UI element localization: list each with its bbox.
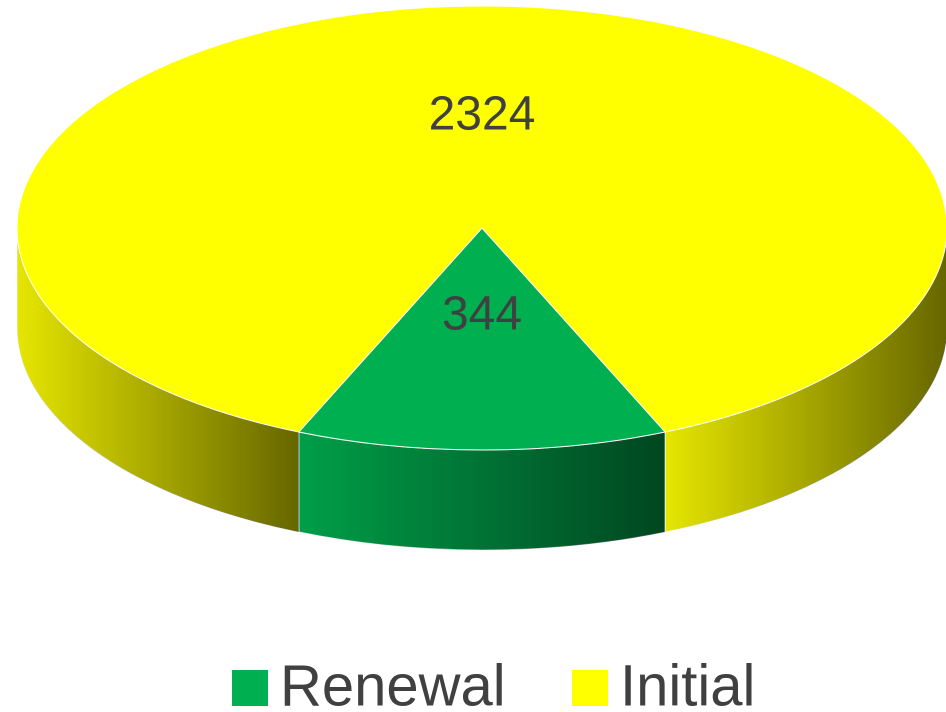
data-label: 344 [442, 287, 522, 340]
data-labels: 344 2324 [429, 88, 536, 341]
pie-side-shade [665, 242, 946, 533]
legend-label: Renewal [280, 653, 506, 712]
pie-slice [16, 5, 946, 433]
legend: Renewal Initial [232, 653, 755, 712]
pie-tops [16, 5, 946, 451]
pie-sides [16, 227, 946, 551]
data-label: 2324 [429, 88, 536, 141]
pie-slice [297, 227, 667, 451]
legend-swatch [232, 670, 268, 706]
legend-label: Initial [620, 653, 755, 712]
legend-swatch [572, 670, 608, 706]
pie-side-shade [298, 432, 666, 550]
pie-side-shade [17, 228, 299, 533]
